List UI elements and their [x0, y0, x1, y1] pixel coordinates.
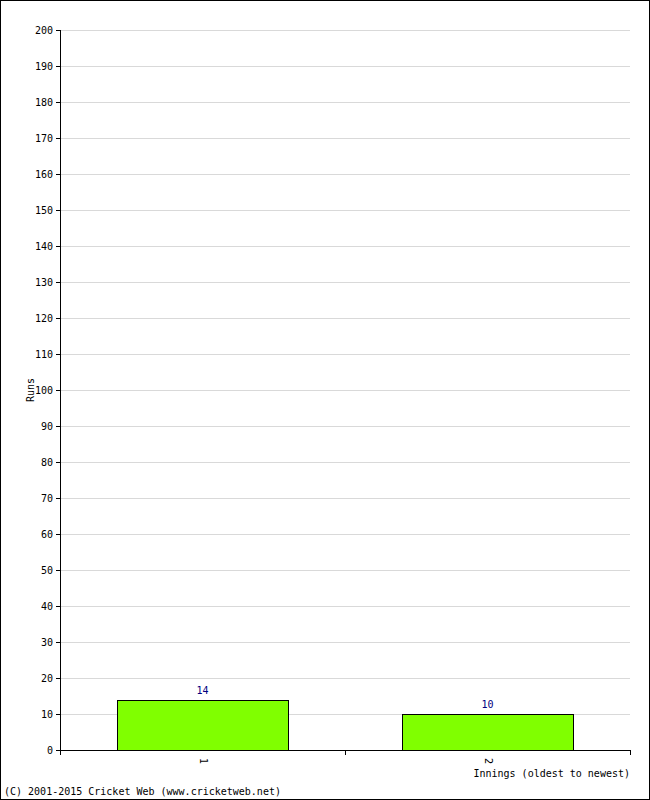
copyright: (C) 2001-2015 Cricket Web (www.cricketwe… [4, 786, 281, 797]
y-tick-label: 90 [41, 421, 53, 432]
data-label: 14 [196, 685, 208, 696]
y-tick-label: 10 [41, 709, 53, 720]
y-tick [56, 570, 60, 571]
grid-line [60, 426, 630, 427]
y-tick-label: 130 [35, 277, 53, 288]
y-tick [56, 642, 60, 643]
y-tick [56, 174, 60, 175]
y-tick [56, 534, 60, 535]
grid-line [60, 534, 630, 535]
grid-line [60, 210, 630, 211]
x-tick-label: 1 [198, 758, 209, 764]
y-tick-label: 150 [35, 205, 53, 216]
grid-line [60, 138, 630, 139]
y-tick-label: 80 [41, 457, 53, 468]
grid-line [60, 102, 630, 103]
grid-line [60, 30, 630, 31]
y-tick [56, 678, 60, 679]
grid-line [60, 498, 630, 499]
y-tick-label: 160 [35, 169, 53, 180]
bar [403, 715, 574, 751]
y-tick-label: 170 [35, 133, 53, 144]
grid-line [60, 282, 630, 283]
y-tick [56, 498, 60, 499]
y-tick-label: 120 [35, 313, 53, 324]
bar [118, 701, 289, 751]
y-tick-label: 190 [35, 61, 53, 72]
y-tick [56, 714, 60, 715]
y-tick-label: 40 [41, 601, 53, 612]
grid-line [60, 570, 630, 571]
grid-line [60, 174, 630, 175]
grid-line [60, 246, 630, 247]
y-tick [56, 66, 60, 67]
y-tick [56, 30, 60, 31]
y-tick [56, 282, 60, 283]
y-tick-label: 100 [35, 385, 53, 396]
grid-line [60, 318, 630, 319]
grid-line [60, 462, 630, 463]
x-tick [345, 750, 346, 755]
chart-svg: 0102030405060708090100110120130140150160… [0, 0, 650, 800]
y-axis-label: Runs [25, 378, 36, 402]
bars [118, 701, 574, 751]
background [1, 1, 650, 800]
y-tick [56, 210, 60, 211]
y-tick-label: 140 [35, 241, 53, 252]
y-tick-label: 0 [47, 745, 53, 756]
x-tick [630, 750, 631, 755]
y-tick [56, 606, 60, 607]
grid-line [60, 390, 630, 391]
grid-line [60, 66, 630, 67]
y-tick-label: 180 [35, 97, 53, 108]
grid-line [60, 678, 630, 679]
x-tick-label: 2 [483, 758, 494, 764]
data-label: 10 [481, 699, 493, 710]
grid-line [60, 354, 630, 355]
y-tick-label: 110 [35, 349, 53, 360]
y-tick-label: 200 [35, 25, 53, 36]
y-tick-label: 20 [41, 673, 53, 684]
chart-container: 0102030405060708090100110120130140150160… [0, 0, 650, 800]
grid-line [60, 642, 630, 643]
y-tick [56, 138, 60, 139]
y-tick [56, 102, 60, 103]
y-tick [56, 750, 60, 751]
y-tick [56, 318, 60, 319]
y-tick [56, 426, 60, 427]
y-tick [56, 390, 60, 391]
grid-line [60, 606, 630, 607]
y-tick [56, 462, 60, 463]
y-tick-label: 30 [41, 637, 53, 648]
y-axis [60, 30, 61, 750]
x-tick [60, 750, 61, 755]
y-tick-label: 70 [41, 493, 53, 504]
x-axis-label: Innings (oldest to newest) [473, 768, 630, 779]
y-tick [56, 354, 60, 355]
y-tick [56, 246, 60, 247]
y-tick-label: 60 [41, 529, 53, 540]
y-tick-label: 50 [41, 565, 53, 576]
